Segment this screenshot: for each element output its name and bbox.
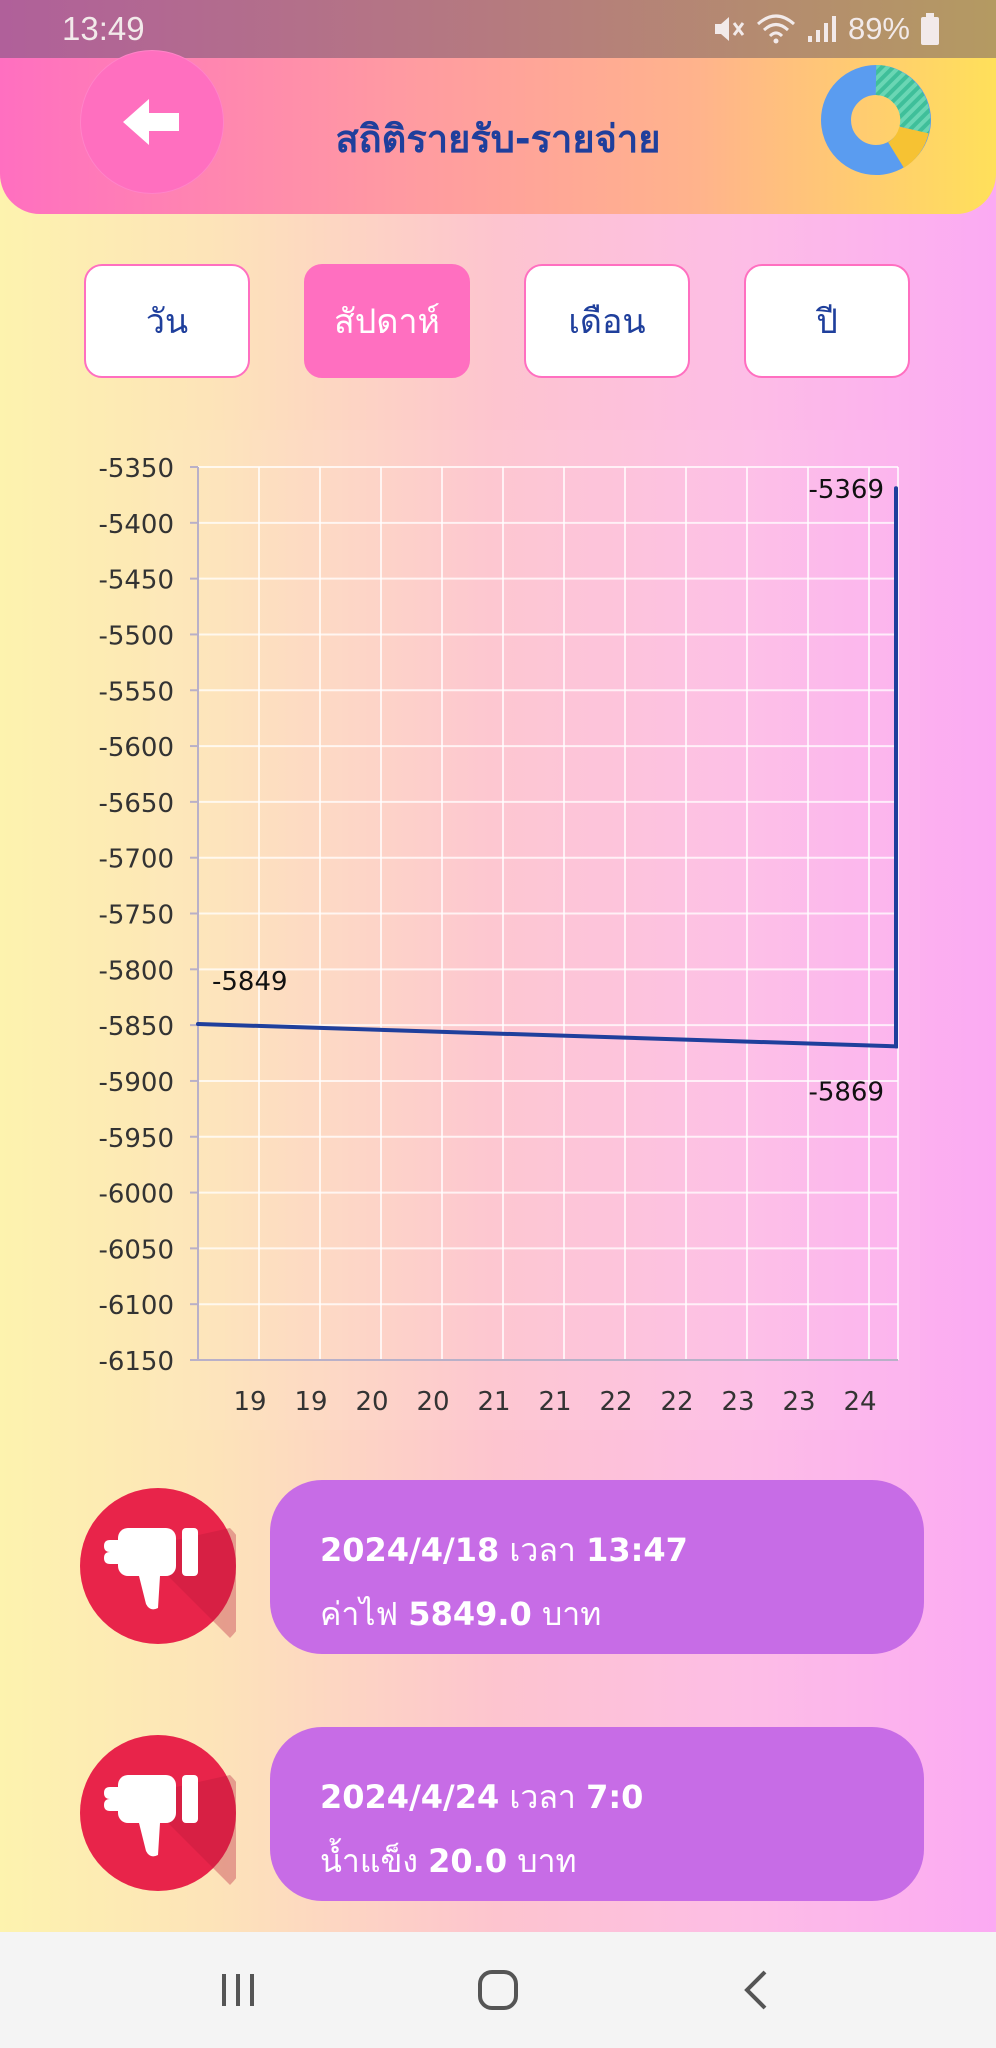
mute-icon	[714, 17, 745, 41]
record-date: 2024/4/18	[320, 1531, 500, 1569]
home-button[interactable]	[468, 1962, 528, 2018]
tab-day-label: วัน	[145, 302, 189, 342]
y-tick-label: -6000	[98, 1180, 174, 1210]
y-tick-label: -5800	[98, 956, 174, 986]
record-time-word: เวลา	[509, 1777, 576, 1816]
home-icon	[478, 1970, 518, 2010]
battery-icon	[921, 13, 939, 45]
data-label: -5869	[808, 1077, 884, 1107]
data-point	[894, 486, 898, 491]
chevron-left-icon	[744, 1970, 767, 2010]
tab-week-label: สัปดาห์	[334, 302, 440, 342]
x-tick-label: 22	[660, 1387, 693, 1417]
data-label: -5849	[212, 967, 288, 997]
y-tick-label: -5550	[98, 677, 174, 707]
record-time-word: เวลา	[509, 1530, 576, 1569]
back-button[interactable]	[80, 50, 224, 194]
record-unit: บาท	[541, 1594, 602, 1633]
chart-background	[150, 430, 920, 1430]
y-tick-label: -5500	[98, 621, 174, 651]
x-tick-label: 19	[294, 1387, 327, 1417]
thumbs-down-icon	[80, 1735, 253, 1891]
y-tick-label: -5600	[98, 733, 174, 763]
y-tick-label: -5750	[98, 901, 174, 931]
x-tick-label: 19	[233, 1387, 266, 1417]
record-time: 13:47	[586, 1531, 688, 1569]
tab-week[interactable]: สัปดาห์	[304, 264, 470, 378]
x-tick-label: 23	[721, 1387, 754, 1417]
y-tick-label: -5400	[98, 510, 174, 540]
recent-apps-icon	[222, 1974, 254, 2006]
wifi-icon	[756, 14, 795, 44]
data-label: -5369	[808, 475, 884, 505]
x-tick-label: 21	[538, 1387, 571, 1417]
y-tick-label: -5450	[98, 566, 174, 596]
status-time: 13:49	[62, 10, 145, 47]
x-tick-label: 20	[416, 1387, 449, 1417]
system-nav-bar	[0, 1932, 996, 2048]
tab-day[interactable]: วัน	[84, 264, 250, 378]
x-tick-label: 21	[477, 1387, 510, 1417]
thumbs-down-icon	[80, 1488, 253, 1644]
y-tick-label: -5650	[98, 789, 174, 819]
x-tick-label: 22	[599, 1387, 632, 1417]
recent-apps-button[interactable]	[208, 1962, 268, 2018]
tab-month[interactable]: เดือน	[524, 264, 690, 378]
record-card-2[interactable]: 2024/4/24 เวลา 7:0 น้ำแข็ง 20.0 บาท	[270, 1727, 924, 1901]
record-detail: ค่าไฟ 5849.0 บาท	[320, 1582, 874, 1646]
tab-month-label: เดือน	[568, 302, 646, 342]
expense-icon-2	[80, 1735, 253, 1891]
arrow-left-icon	[123, 99, 179, 145]
y-tick-label: -6100	[98, 1291, 174, 1321]
record-time: 7:0	[586, 1778, 644, 1816]
line-chart-svg: -5350 -5400 -5450 -5500 -5550 -5600 -5650 -5700…	[98, 430, 920, 1430]
x-tick-label: 20	[355, 1387, 388, 1417]
y-tick-label: -5700	[98, 845, 174, 875]
data-point	[894, 1044, 898, 1049]
back-nav-button[interactable]	[726, 1962, 786, 2018]
tab-year[interactable]: ปี	[744, 264, 910, 378]
record-detail: น้ำแข็ง 20.0 บาท	[320, 1829, 874, 1893]
record-datetime: 2024/4/24 เวลา 7:0	[320, 1765, 874, 1829]
tab-year-label: ปี	[816, 302, 838, 342]
y-tick-label: -5950	[98, 1124, 174, 1154]
record-item: ค่าไฟ	[320, 1594, 399, 1633]
y-tick-label: -5900	[98, 1068, 174, 1098]
y-tick-label: -5350	[98, 454, 174, 484]
record-unit: บาท	[517, 1841, 577, 1880]
page-title: สถิติรายรับ-รายจ่าย	[335, 117, 661, 161]
record-amount: 20.0	[428, 1842, 508, 1880]
expense-icon-1	[80, 1488, 253, 1644]
y-tick-label: -5850	[98, 1012, 174, 1042]
record-date: 2024/4/24	[320, 1778, 500, 1816]
line-chart: -5350 -5400 -5450 -5500 -5550 -5600 -5650 -5700…	[0, 430, 996, 1430]
y-tick-label: -6050	[98, 1235, 174, 1265]
record-card-1[interactable]: 2024/4/18 เวลา 13:47 ค่าไฟ 5849.0 บาท	[270, 1480, 924, 1654]
record-datetime: 2024/4/18 เวลา 13:47	[320, 1518, 874, 1582]
x-tick-label: 23	[782, 1387, 815, 1417]
y-tick-label: -6150	[98, 1347, 174, 1377]
x-tick-label: 24	[843, 1387, 876, 1417]
chart-summary-button[interactable]	[820, 64, 932, 176]
status-icons: 89%	[712, 11, 940, 47]
signal-icon	[807, 16, 836, 42]
record-amount: 5849.0	[408, 1595, 532, 1633]
data-point	[196, 1022, 200, 1027]
record-item: น้ำแข็ง	[320, 1841, 418, 1880]
status-bar: 13:49 89%	[0, 0, 996, 58]
battery-percent: 89%	[847, 11, 910, 46]
donut-chart-icon	[821, 65, 931, 175]
